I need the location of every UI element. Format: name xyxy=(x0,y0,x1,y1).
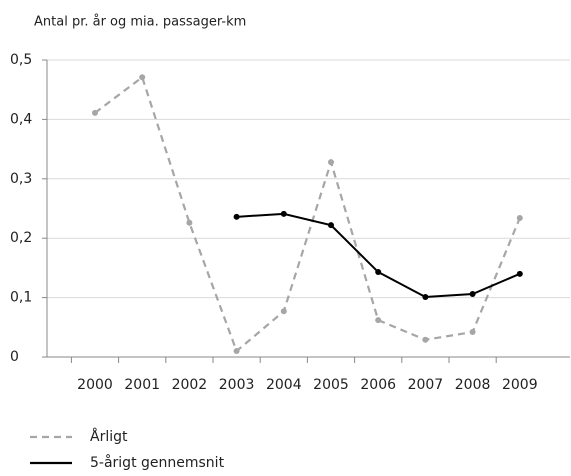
y-tick-label: 0,4 xyxy=(10,111,32,127)
x-tick-label: 2009 xyxy=(502,377,538,393)
data-point xyxy=(328,159,334,166)
data-point xyxy=(233,348,240,355)
series-line xyxy=(94,75,521,353)
y-tick-label: 0,1 xyxy=(10,290,32,306)
x-tick-label: 2003 xyxy=(219,377,255,393)
x-tick-label: 2000 xyxy=(77,377,113,393)
x-tick-label: 2004 xyxy=(266,377,302,393)
y-tick-label: 0,2 xyxy=(10,230,32,246)
data-point xyxy=(422,336,429,343)
x-tick-label: 2008 xyxy=(455,377,491,393)
data-point xyxy=(92,109,98,116)
x-tick-label: 2007 xyxy=(408,377,444,393)
data-point xyxy=(186,219,193,226)
legend-label: Årligt xyxy=(90,428,128,445)
y-tick-label: 0 xyxy=(10,349,19,365)
data-point xyxy=(280,210,287,217)
y-tick-label: 0,5 xyxy=(10,52,32,68)
data-point xyxy=(375,269,382,276)
chart-title: Antal pr. år og mia. passager-km xyxy=(34,15,246,30)
data-point xyxy=(469,291,476,298)
data-point xyxy=(375,317,382,324)
x-tick-label: 2006 xyxy=(360,377,396,393)
data-point xyxy=(328,222,334,229)
data-point xyxy=(469,329,476,336)
data-point xyxy=(233,213,240,220)
x-tick-label: 2002 xyxy=(172,377,208,393)
data-point xyxy=(280,308,287,315)
data-point xyxy=(422,294,429,301)
data-point xyxy=(516,215,523,222)
y-tick-label: 0,3 xyxy=(10,171,32,187)
data-point xyxy=(139,74,146,81)
data-point xyxy=(516,270,523,277)
series-line xyxy=(236,212,521,299)
x-tick-label: 2005 xyxy=(313,377,349,393)
legend-label: 5-årigt gennemsnit xyxy=(90,454,225,471)
x-tick-label: 2001 xyxy=(124,377,160,393)
